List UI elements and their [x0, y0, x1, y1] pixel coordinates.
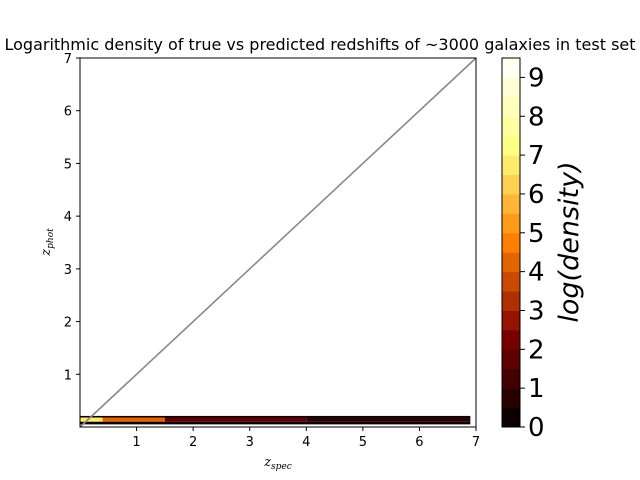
colorbar-tick-label: 6 — [528, 180, 545, 210]
y-tick-label: 1 — [64, 368, 72, 383]
colorbar-segment — [502, 232, 520, 253]
x-axis-label: zspec — [263, 455, 292, 472]
colorbar-segment — [502, 252, 520, 273]
y-tick-label: 5 — [64, 157, 72, 172]
colorbar-segment — [502, 155, 520, 176]
colorbar-segment — [502, 213, 520, 234]
colorbar-segment — [502, 388, 520, 409]
colorbar-tick-label: 8 — [528, 102, 545, 132]
colorbar-tick-label: 2 — [528, 335, 545, 365]
reference-diagonal-line — [79, 57, 477, 428]
x-tick-label: 1 — [132, 435, 140, 450]
colorbar-segment — [502, 135, 520, 156]
colorbar-label: log(density) — [554, 161, 585, 322]
colorbar-segment — [502, 271, 520, 292]
colorbar-segment — [502, 310, 520, 331]
plot-area: 1 2 3 4 5 6 7 1 2 3 4 5 6 7 — [64, 52, 480, 450]
colorbar-segment — [502, 58, 520, 78]
axes-frame — [79, 57, 477, 428]
colorbar-segment — [502, 368, 520, 389]
density-band-3 — [306, 417, 471, 422]
y-tick-label: 3 — [64, 263, 72, 278]
colorbar-segment — [502, 349, 520, 370]
colorbar-tick-label: 4 — [528, 258, 545, 288]
y-axis-label: zphot — [39, 228, 56, 257]
colorbar-tick-label: 7 — [528, 141, 545, 171]
density-band-2 — [164, 417, 307, 422]
density-bands — [80, 415, 471, 425]
colorbar-segments — [502, 58, 520, 428]
x-tick-label: 2 — [189, 435, 197, 450]
colorbar-segment — [502, 77, 520, 98]
colorbar-tick-label: 9 — [528, 63, 545, 93]
density-band-0 — [80, 417, 103, 422]
colorbar-segment — [502, 291, 520, 311]
x-tick-label: 7 — [472, 435, 480, 450]
density-band-5 — [80, 415, 471, 418]
density-band-1 — [102, 417, 165, 422]
y-tick-label: 6 — [64, 105, 72, 120]
density-band-4 — [80, 421, 471, 425]
y-axis-ticks: 1 2 3 4 5 6 7 — [64, 52, 80, 383]
colorbar-frame — [501, 57, 521, 428]
colorbar-tick-label: 1 — [528, 374, 545, 404]
colorbar-segment — [502, 174, 520, 195]
colorbar-segment — [502, 116, 520, 137]
chart-title: Logarithmic density of true vs predicted… — [4, 35, 635, 54]
colorbar-segment — [502, 407, 520, 428]
y-tick-label: 7 — [64, 52, 72, 67]
colorbar: 0 1 2 3 4 5 6 7 8 9 log(density) — [501, 57, 585, 443]
x-tick-label: 4 — [302, 435, 310, 450]
colorbar-ticks: 0 1 2 3 4 5 6 7 8 9 — [520, 63, 545, 443]
y-tick-label: 4 — [64, 210, 72, 225]
colorbar-segment — [502, 96, 520, 117]
x-axis-ticks: 1 2 3 4 5 6 7 — [132, 427, 480, 450]
x-tick-label: 5 — [359, 435, 367, 450]
colorbar-segment — [502, 329, 520, 350]
x-tick-label: 3 — [246, 435, 254, 450]
y-tick-label: 2 — [64, 316, 72, 331]
colorbar-segment — [502, 193, 520, 214]
colorbar-tick-label: 3 — [528, 296, 545, 326]
colorbar-tick-label: 0 — [528, 413, 545, 443]
x-tick-label: 6 — [415, 435, 423, 450]
colorbar-tick-label: 5 — [528, 219, 545, 249]
